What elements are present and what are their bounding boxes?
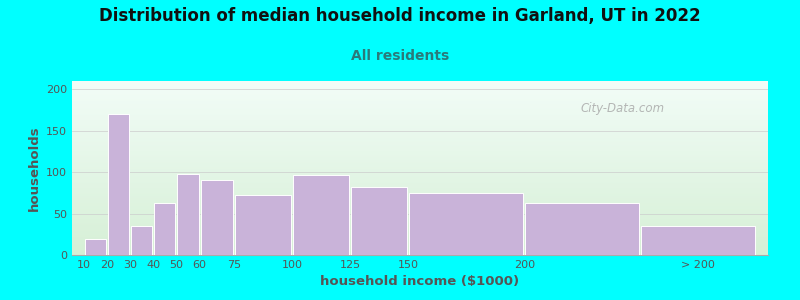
Bar xyxy=(201,180,234,255)
Bar xyxy=(351,187,407,255)
Bar xyxy=(235,195,291,255)
Bar xyxy=(642,226,755,255)
Bar xyxy=(131,226,152,255)
Bar xyxy=(154,203,175,255)
Bar xyxy=(108,114,129,255)
Y-axis label: households: households xyxy=(27,125,41,211)
Text: City-Data.com: City-Data.com xyxy=(580,102,664,115)
Bar xyxy=(410,193,523,255)
X-axis label: household income ($1000): household income ($1000) xyxy=(321,275,519,288)
Bar xyxy=(294,175,350,255)
Bar xyxy=(526,203,639,255)
Text: Distribution of median household income in Garland, UT in 2022: Distribution of median household income … xyxy=(99,8,701,26)
Bar xyxy=(178,174,198,255)
Text: All residents: All residents xyxy=(351,50,449,64)
Bar xyxy=(85,239,106,255)
